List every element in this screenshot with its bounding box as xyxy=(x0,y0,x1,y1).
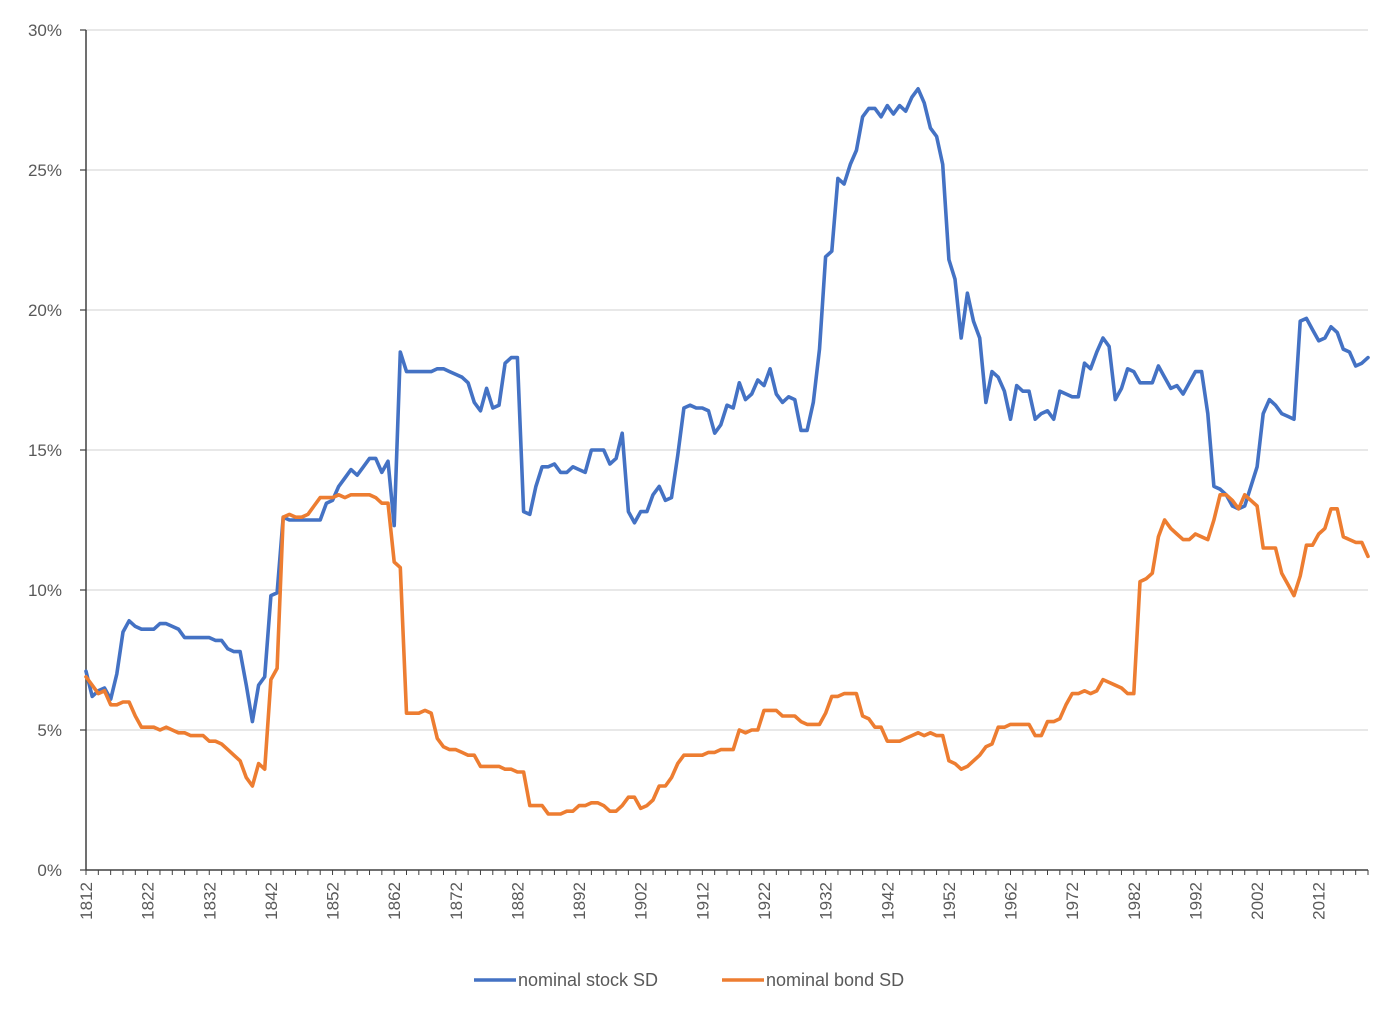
x-tick-label: 1952 xyxy=(940,882,959,920)
series-line-bond xyxy=(84,493,1370,816)
y-tick-label: 5% xyxy=(37,721,62,740)
x-tick-label: 1942 xyxy=(878,882,897,920)
y-tick-label: 10% xyxy=(28,581,62,600)
series-line-stock xyxy=(84,87,1370,724)
x-tick-label: 1832 xyxy=(200,882,219,920)
x-tick-label: 1842 xyxy=(262,882,281,920)
x-tick-label: 1872 xyxy=(447,882,466,920)
x-tick-label: 2012 xyxy=(1310,882,1329,920)
x-tick-label: 1852 xyxy=(324,882,343,920)
x-tick-label: 1862 xyxy=(385,882,404,920)
gridlines xyxy=(86,29,1368,731)
x-tick-label: 2002 xyxy=(1248,882,1267,920)
x-tick-label: 1992 xyxy=(1186,882,1205,920)
y-tick-label: 25% xyxy=(28,161,62,180)
legend-label-stock: nominal stock SD xyxy=(518,970,658,990)
x-tick-label: 1892 xyxy=(570,882,589,920)
x-tick-label: 1822 xyxy=(139,882,158,920)
x-tick-label: 1882 xyxy=(508,882,527,920)
series-lines xyxy=(84,87,1370,816)
x-tick-label: 1812 xyxy=(77,882,96,920)
x-tick-label: 1972 xyxy=(1063,882,1082,920)
x-tick-label: 1912 xyxy=(693,882,712,920)
y-tick-label: 15% xyxy=(28,441,62,460)
x-tick-label: 1922 xyxy=(755,882,774,920)
y-tick-label: 0% xyxy=(37,861,62,880)
legend-label-bond: nominal bond SD xyxy=(766,970,904,990)
legend: nominal stock SD nominal bond SD xyxy=(474,970,904,990)
y-axis-ticks: 0% 5% 10% 15% 20% 25% 30% xyxy=(28,21,86,880)
x-tick-label: 1982 xyxy=(1125,882,1144,920)
x-tick-label: 1962 xyxy=(1002,882,1021,920)
x-tick-label: 1902 xyxy=(632,882,651,920)
x-axis-ticks: 1812 1822 1832 1842 1852 1862 1872 1882 1892 1902… xyxy=(77,870,1369,920)
y-tick-label: 30% xyxy=(28,21,62,40)
x-tick-label: 1932 xyxy=(817,882,836,920)
y-tick-label: 20% xyxy=(28,301,62,320)
